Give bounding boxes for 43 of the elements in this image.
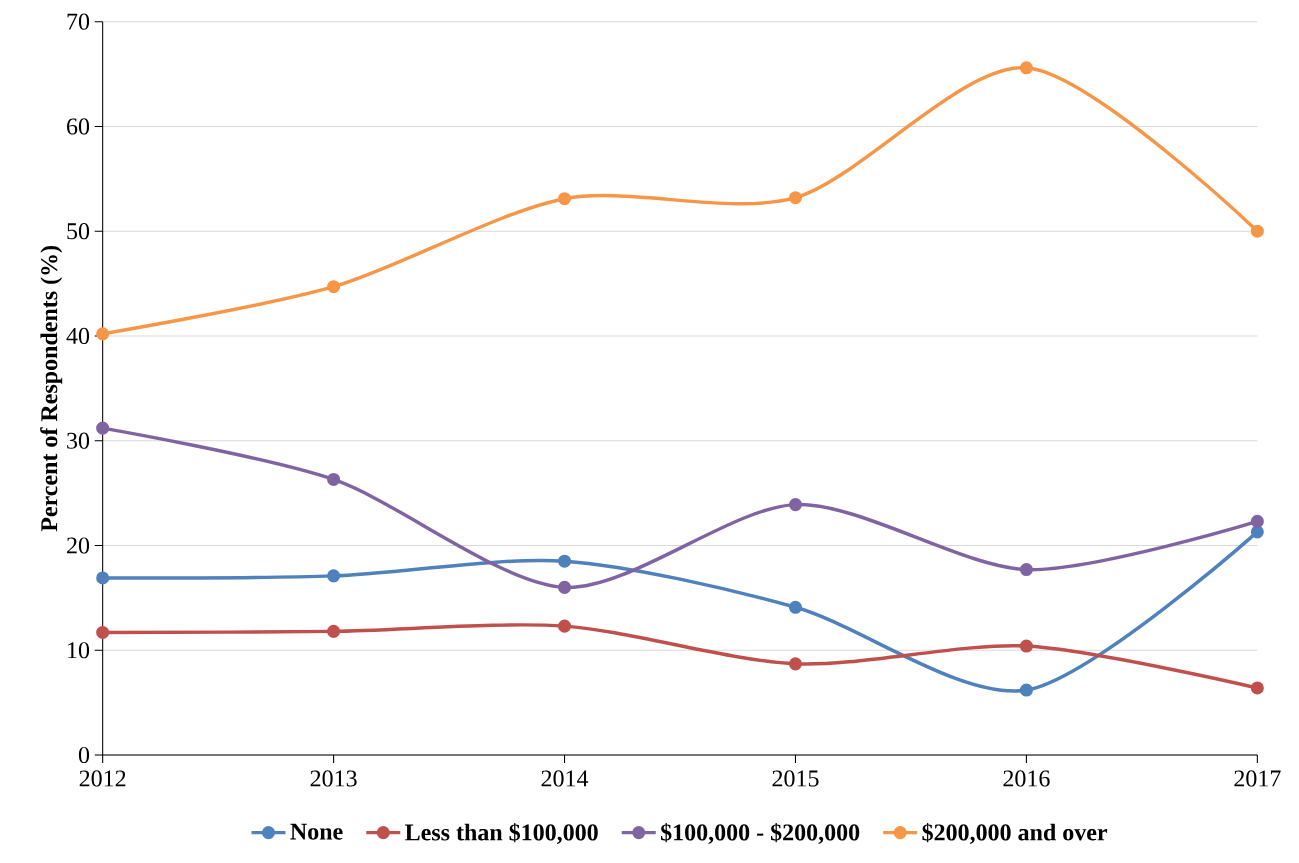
y-tick-label: 30 [67, 432, 90, 449]
x-tick-label: 2016 [1003, 770, 1050, 787]
point [558, 192, 572, 206]
point [1250, 514, 1264, 528]
y-tick-label: 0 [78, 746, 90, 764]
x-tick-label: 2017 [1234, 770, 1281, 787]
legend-label: None [290, 823, 343, 840]
point [788, 498, 803, 512]
point [1019, 683, 1033, 697]
point [1250, 681, 1264, 695]
point [327, 472, 341, 487]
point [1019, 563, 1033, 577]
point [1019, 639, 1033, 653]
y-axis-title: Percent of Respondents (%) [40, 245, 63, 532]
point [1250, 224, 1264, 238]
y-tick-label: 10 [68, 642, 90, 659]
y-tick-label: 40 [66, 327, 90, 345]
x-tick-label: 2013 [310, 770, 357, 787]
legend-label: $200,000 and over [922, 822, 1108, 844]
point [327, 280, 341, 294]
point [558, 619, 572, 633]
x-tick-label: 2015 [772, 770, 819, 787]
point [558, 554, 572, 568]
point [96, 571, 110, 585]
y-tick-label: 70 [67, 13, 90, 30]
x-tick-label: 2012 [79, 770, 126, 787]
point [788, 600, 803, 614]
x-tick-label: 2014 [541, 770, 589, 787]
point [788, 191, 803, 205]
point [558, 580, 572, 594]
point [1019, 61, 1033, 75]
y-tick-label: 50 [67, 223, 90, 240]
point [327, 624, 341, 638]
point [96, 625, 110, 639]
point [96, 421, 110, 435]
point [1250, 525, 1264, 539]
point [96, 327, 110, 341]
point [788, 657, 803, 671]
legend-label: $100,000 - $200,000 [661, 822, 860, 844]
y-tick-label: 60 [67, 118, 90, 135]
point [327, 569, 341, 583]
legend-label: Less than $100,000 [405, 822, 598, 844]
y-tick-label: 20 [67, 537, 90, 554]
